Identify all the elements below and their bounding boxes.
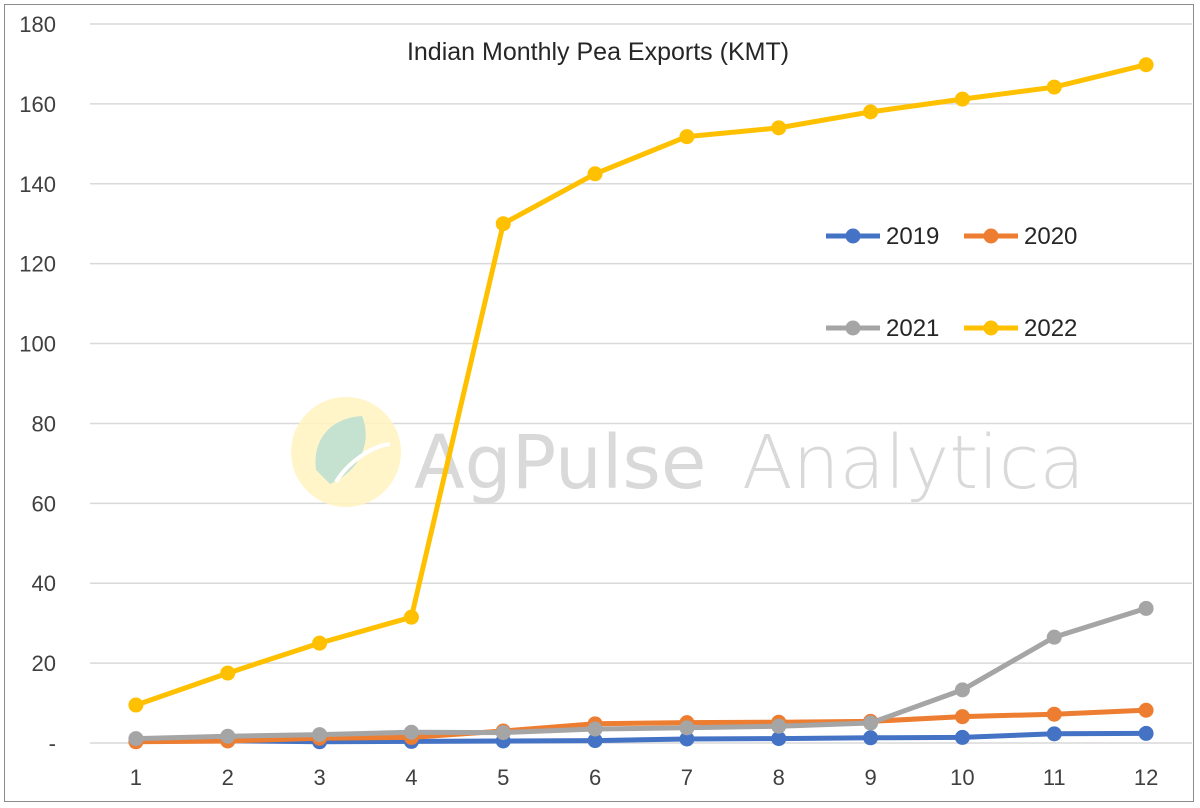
series-line-2020 xyxy=(133,707,1149,745)
legend-label: 2021 xyxy=(886,315,939,342)
y-tick-label: 180 xyxy=(19,12,56,37)
x-tick-label: 12 xyxy=(1134,765,1158,790)
y-tick-label: - xyxy=(49,731,56,756)
data-point xyxy=(1138,702,1154,718)
series-2021 xyxy=(128,600,1154,747)
legend-marker xyxy=(845,320,861,336)
y-tick-label: 40 xyxy=(32,571,56,596)
series-2022 xyxy=(128,57,1154,713)
legend-item-2019[interactable]: 2019 xyxy=(826,223,939,250)
watermark-brand: AgPulse xyxy=(414,420,706,506)
x-tick-label: 11 xyxy=(1043,765,1066,790)
legend-label: 2019 xyxy=(886,223,939,250)
x-tick-label: 9 xyxy=(864,765,876,790)
data-point xyxy=(128,697,144,713)
y-tick-label: 120 xyxy=(19,252,56,277)
data-point xyxy=(495,216,511,232)
y-tick-label: 20 xyxy=(32,651,56,676)
series-line-2019 xyxy=(133,730,1149,745)
data-point xyxy=(954,709,970,725)
data-point xyxy=(312,635,328,651)
x-tick-label: 3 xyxy=(313,765,325,790)
watermark-product: Analytica xyxy=(742,420,1085,506)
series-line-2021 xyxy=(133,605,1149,742)
data-point xyxy=(1046,79,1062,95)
legend[interactable]: 2019 2020 2021 2022 xyxy=(826,223,1077,342)
series-lines xyxy=(128,57,1154,750)
data-point xyxy=(679,720,695,736)
data-point xyxy=(1046,726,1062,742)
watermark: AgPulse Analytica xyxy=(291,397,1085,507)
data-point xyxy=(1138,725,1154,741)
y-tick-label: 160 xyxy=(19,92,56,117)
data-point xyxy=(495,725,511,741)
x-tick-label: 2 xyxy=(222,765,234,790)
data-point xyxy=(587,166,603,182)
x-tick-label: 4 xyxy=(405,765,417,790)
legend-item-2021[interactable]: 2021 xyxy=(826,315,939,342)
legend-label: 2020 xyxy=(1024,223,1077,250)
x-tick-label: 8 xyxy=(773,765,785,790)
data-point xyxy=(771,120,787,136)
data-point xyxy=(863,104,879,120)
legend-marker xyxy=(983,228,999,244)
data-point xyxy=(220,665,236,681)
data-point xyxy=(863,715,879,731)
data-point xyxy=(587,721,603,737)
legend-marker xyxy=(983,320,999,336)
leaf-logo-icon xyxy=(291,397,401,507)
data-point xyxy=(1138,600,1154,616)
chart-title: Indian Monthly Pea Exports (KMT) xyxy=(407,38,789,66)
data-point xyxy=(1046,706,1062,722)
data-point xyxy=(1046,629,1062,645)
x-tick-label: 10 xyxy=(950,765,974,790)
data-point xyxy=(771,718,787,734)
x-tick-label: 5 xyxy=(497,765,509,790)
series-line-2022 xyxy=(133,62,1149,708)
data-point xyxy=(954,91,970,107)
data-point xyxy=(403,724,419,740)
legend-marker xyxy=(845,228,861,244)
x-tick-label: 7 xyxy=(681,765,693,790)
data-point xyxy=(403,609,419,625)
legend-item-2020[interactable]: 2020 xyxy=(964,223,1077,250)
x-tick-label: 6 xyxy=(589,765,601,790)
data-point xyxy=(863,730,879,746)
data-point xyxy=(220,728,236,744)
data-point xyxy=(679,731,695,747)
y-tick-label: 100 xyxy=(19,332,56,357)
y-tick-label: 140 xyxy=(19,172,56,197)
data-point xyxy=(587,733,603,749)
y-tick-label: 80 xyxy=(32,411,56,436)
y-tick-label: 60 xyxy=(32,491,56,516)
data-point xyxy=(954,729,970,745)
data-point xyxy=(312,727,328,743)
x-tick-label: 1 xyxy=(130,765,142,790)
legend-label: 2022 xyxy=(1024,315,1077,342)
data-point xyxy=(771,731,787,747)
data-point xyxy=(128,731,144,747)
data-point xyxy=(679,129,695,145)
data-point xyxy=(954,682,970,698)
data-point xyxy=(1138,57,1154,73)
gridlines xyxy=(90,23,1192,664)
legend-item-2022[interactable]: 2022 xyxy=(964,315,1077,342)
